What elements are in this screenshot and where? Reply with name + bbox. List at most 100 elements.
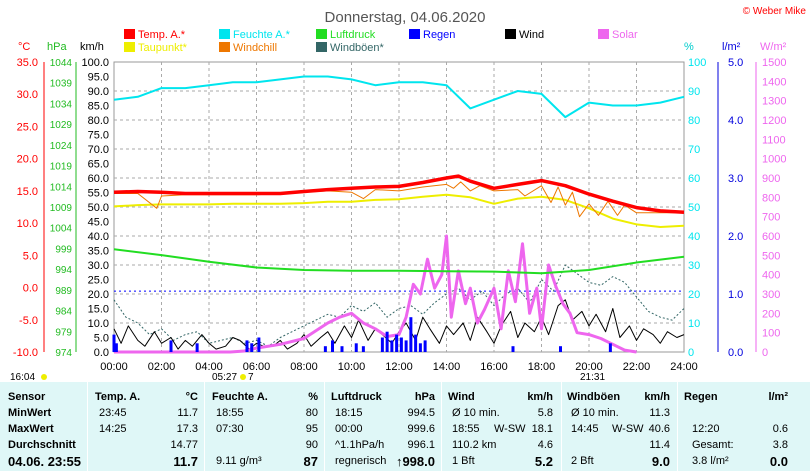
- axis-tick-rain: 5.0: [728, 57, 743, 69]
- table-cell: 9.0: [651, 454, 670, 469]
- rain-bar: [409, 317, 413, 352]
- x-tick-label: 06:00: [243, 361, 271, 373]
- table-cell: 5.8: [537, 407, 553, 419]
- axis-tick-hpa: 974: [55, 348, 72, 359]
- table-cell: 18:55: [216, 407, 244, 419]
- axis-tick-kmh: 35.0: [88, 246, 109, 258]
- kmh-axis-unit: km/h: [80, 41, 104, 53]
- table-cell: 994.5: [407, 407, 435, 419]
- axis-tick-kmh: 95.0: [88, 72, 109, 84]
- rain-bar: [418, 343, 422, 352]
- axis-tick-kmh: 75.0: [88, 130, 109, 142]
- table-cell: l/m²: [768, 391, 788, 403]
- axis-tick-hpa: 1044: [50, 58, 73, 69]
- axis-tick-hpa: 984: [55, 307, 72, 318]
- axis-tick-temp: 35.0: [17, 57, 38, 69]
- table-cell: Luftdruck: [331, 391, 382, 403]
- x-tick-label: 02:00: [148, 361, 176, 373]
- axis-tick-rain: 2.0: [728, 231, 743, 243]
- axis-tick-kmh: 20.0: [88, 289, 109, 301]
- rain-bar: [414, 334, 418, 352]
- table-cell: km/h: [644, 391, 670, 403]
- axis-tick-kmh: 90.0: [88, 86, 109, 98]
- x-tick-label: 12:00: [385, 361, 413, 373]
- table-cell: 3.8: [772, 439, 788, 451]
- legend-swatch: [598, 29, 609, 39]
- table-cell: MinWert: [8, 407, 52, 419]
- axis-tick-solar: 700: [762, 212, 780, 224]
- table-cell: 17.3: [176, 423, 198, 435]
- axis-tick-solar: 200: [762, 308, 780, 320]
- axis-tick-kmh: 30.0: [88, 260, 109, 272]
- legend-swatch: [219, 29, 230, 39]
- table-cell: Sensor: [8, 391, 46, 403]
- table-separator: [441, 382, 442, 471]
- axis-tick-pct: 10: [688, 318, 700, 330]
- rain-bar: [250, 343, 254, 352]
- axis-tick-kmh: 85.0: [88, 101, 109, 113]
- legend-label: Temp. A.*: [138, 29, 186, 41]
- rain-bar: [331, 340, 334, 352]
- table-cell: Temp. A.: [95, 391, 141, 403]
- table-cell: regnerisch: [335, 455, 387, 467]
- axis-tick-pct: 90: [688, 86, 700, 98]
- table-cell: Windböen: [567, 391, 621, 403]
- table-cell: 9.11 g/m³: [216, 455, 262, 467]
- axis-tick-hpa: 1019: [50, 162, 73, 173]
- axis-tick-hpa: 989: [55, 286, 72, 297]
- axis-tick-solar: 800: [762, 192, 780, 204]
- rain-bar: [114, 343, 118, 352]
- table-cell: 18:55: [452, 423, 480, 435]
- x-tick-label: 08:00: [290, 361, 318, 373]
- sunrise-label: 05:27: [212, 372, 237, 382]
- table-cell: 80: [305, 407, 318, 419]
- axis-tick-kmh: 15.0: [88, 304, 109, 316]
- table-cell: Ø 10 min.: [452, 407, 500, 419]
- axis-tick-kmh: 45.0: [88, 217, 109, 229]
- axis-tick-temp: 15.0: [17, 186, 38, 198]
- table-cell: 999.6: [407, 423, 435, 435]
- axis-tick-solar: 300: [762, 289, 780, 301]
- axis-tick-hpa: 999: [55, 244, 72, 255]
- rain-bar: [423, 340, 427, 352]
- sunrise-suffix: 7: [248, 372, 254, 382]
- table-cell: 04.06. 23:55: [8, 454, 82, 469]
- legend: Temp. A.* Feuchte A.* Luftdruck Regen Wind So…: [124, 29, 638, 54]
- axis-tick-solar: 1000: [762, 154, 786, 166]
- axis-tick-hpa: 1009: [50, 203, 73, 214]
- axis-tick-kmh: 5.0: [94, 333, 109, 345]
- x-tick-label: 24:00: [670, 361, 698, 373]
- table-cell: 12:20: [692, 423, 720, 435]
- table-cell: 95: [305, 423, 318, 435]
- table-cell: 90: [305, 439, 318, 451]
- table-cell: 0.6: [772, 423, 788, 435]
- x-tick-label: 16:00: [480, 361, 508, 373]
- series-luftdruck: [113, 248, 685, 275]
- axis-tick-temp: -10.0: [13, 347, 38, 359]
- rain-bar: [361, 346, 365, 352]
- table-cell: 11.7: [177, 407, 198, 419]
- series-temp-a: [113, 174, 685, 214]
- legend-swatch: [124, 42, 135, 52]
- axis-tick-solar: 1100: [762, 134, 786, 146]
- table-cell: 40.6: [648, 423, 670, 435]
- axis-tick-solar: 500: [762, 250, 780, 262]
- table-separator: [204, 382, 205, 471]
- table-cell: 2 Bft: [571, 455, 594, 467]
- solar-axis-unit: W/m²: [760, 41, 787, 53]
- weather-chart: Donnerstag, 04.06.2020 © Weber Mike Temp…: [10, 6, 807, 382]
- table-separator: [324, 382, 325, 471]
- axis-tick-pct: 0: [688, 347, 694, 359]
- table-cell: 11.3: [649, 407, 670, 419]
- table-cell: 11.7: [173, 454, 198, 469]
- axis-tick-hpa: 1039: [50, 79, 73, 90]
- axis-tick-kmh: 80.0: [88, 115, 109, 127]
- axis-tick-pct: 100: [688, 57, 706, 69]
- axis-tick-kmh: 40.0: [88, 231, 109, 243]
- pct-axis-unit: %: [684, 41, 694, 53]
- rain-axis-unit: l/m²: [722, 41, 741, 53]
- axis-tick-kmh: 100.0: [81, 57, 109, 69]
- axis-tick-hpa: 1034: [50, 99, 73, 110]
- series-taupunkt: [113, 193, 685, 228]
- axis-tick-pct: 80: [688, 115, 700, 127]
